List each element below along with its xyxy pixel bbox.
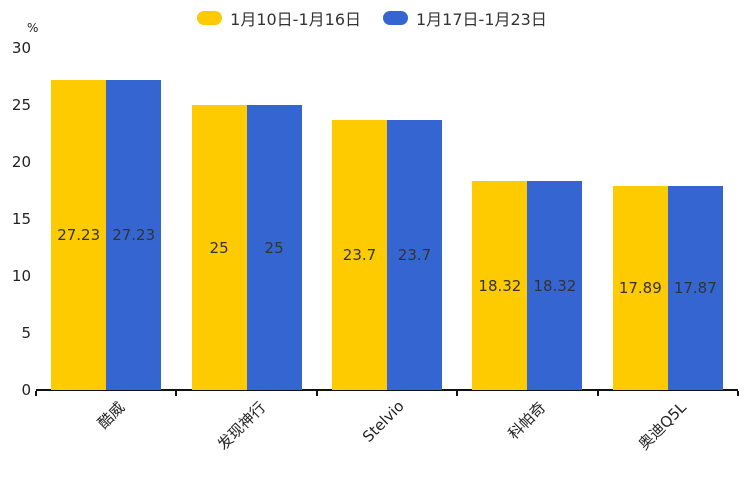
x-tick-mark <box>596 391 599 396</box>
bar: 17.89 <box>612 186 668 390</box>
x-category-label: 科帕奇 <box>504 398 550 443</box>
x-category-label: 发现神行 <box>213 398 269 454</box>
bar: 27.23 <box>51 79 107 390</box>
bar-value-label: 17.87 <box>673 279 717 298</box>
bar-value-label: 23.7 <box>342 245 377 264</box>
x-tick-mark <box>175 391 178 396</box>
bar-value-label: 25 <box>264 238 284 257</box>
x-category-label: 奥迪Q5L <box>634 398 690 454</box>
bar: 25 <box>246 105 302 390</box>
bar: 18.32 <box>527 181 583 390</box>
legend: 1月10日-1月16日 1月17日-1月23日 <box>0 6 744 30</box>
bar: 18.32 <box>472 181 528 390</box>
bar-value-label: 17.89 <box>618 279 662 298</box>
bar: 23.7 <box>332 119 387 390</box>
y-tick-label: 0 <box>21 381 31 399</box>
legend-swatch-icon <box>383 11 408 25</box>
bar-value-label: 23.7 <box>397 245 432 264</box>
y-tick-label: 30 <box>11 39 31 57</box>
x-tick-mark <box>737 391 739 396</box>
bar-value-label: 27.23 <box>57 225 101 244</box>
legend-item-label: 1月10日-1月16日 <box>230 10 361 29</box>
bar: 17.87 <box>667 186 723 390</box>
y-axis-unit-label: % <box>27 21 39 35</box>
x-axis-line <box>36 389 738 391</box>
y-tick-label: 10 <box>11 267 31 285</box>
x-tick-mark <box>35 391 37 396</box>
legend-item-label: 1月17日-1月23日 <box>416 10 547 29</box>
y-tick-label: 20 <box>11 153 31 171</box>
bar: 27.23 <box>106 79 162 390</box>
x-tick-mark <box>456 391 459 396</box>
bar-value-label: 27.23 <box>112 225 156 244</box>
bar: 25 <box>191 105 247 390</box>
x-tick-mark <box>315 391 318 396</box>
x-category-label: Stelvio <box>358 397 408 446</box>
legend-item[interactable]: 1月10日-1月16日 <box>197 6 361 30</box>
y-tick-label: 15 <box>11 210 31 228</box>
bar: 23.7 <box>387 119 442 390</box>
legend-swatch-icon <box>197 11 223 25</box>
legend-item[interactable]: 1月17日-1月23日 <box>383 6 547 30</box>
bar-value-label: 18.32 <box>478 276 522 295</box>
y-tick-label: 25 <box>11 96 31 114</box>
bar-value-label: 25 <box>209 238 229 257</box>
x-category-label: 酷威 <box>94 398 129 433</box>
y-tick-label: 5 <box>21 324 31 342</box>
bar-value-label: 18.32 <box>533 276 577 295</box>
